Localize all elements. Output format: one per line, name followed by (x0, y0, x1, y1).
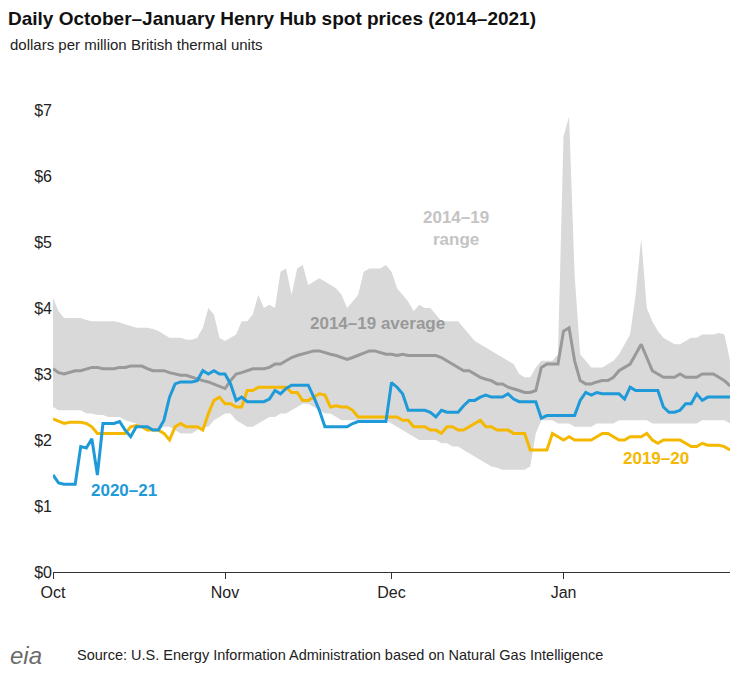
svg-text:$0: $0 (34, 564, 52, 581)
svg-text:2014–19range: 2014–19range (423, 208, 489, 249)
svg-text:Daily October–January Henry Hu: Daily October–January Henry Hub spot pri… (8, 8, 536, 29)
svg-text:Dec: Dec (377, 584, 405, 601)
svg-text:2019–20: 2019–20 (623, 449, 689, 468)
svg-text:Oct: Oct (41, 584, 66, 601)
svg-text:$7: $7 (34, 102, 52, 119)
svg-text:$5: $5 (34, 234, 52, 251)
svg-text:Source: U.S. Energy Informatio: Source: U.S. Energy Information Administ… (77, 647, 603, 663)
svg-text:2014–19 average: 2014–19 average (310, 314, 445, 333)
svg-text:eia: eia (10, 642, 42, 669)
svg-text:Jan: Jan (551, 584, 577, 601)
svg-text:dollars per million British th: dollars per million British thermal unit… (10, 36, 263, 53)
svg-text:Nov: Nov (211, 584, 239, 601)
svg-text:2020–21: 2020–21 (91, 481, 157, 500)
svg-text:$3: $3 (34, 366, 52, 383)
svg-text:$2: $2 (34, 432, 52, 449)
svg-text:$6: $6 (34, 168, 52, 185)
svg-text:$1: $1 (34, 498, 52, 515)
svg-text:$4: $4 (34, 300, 52, 317)
